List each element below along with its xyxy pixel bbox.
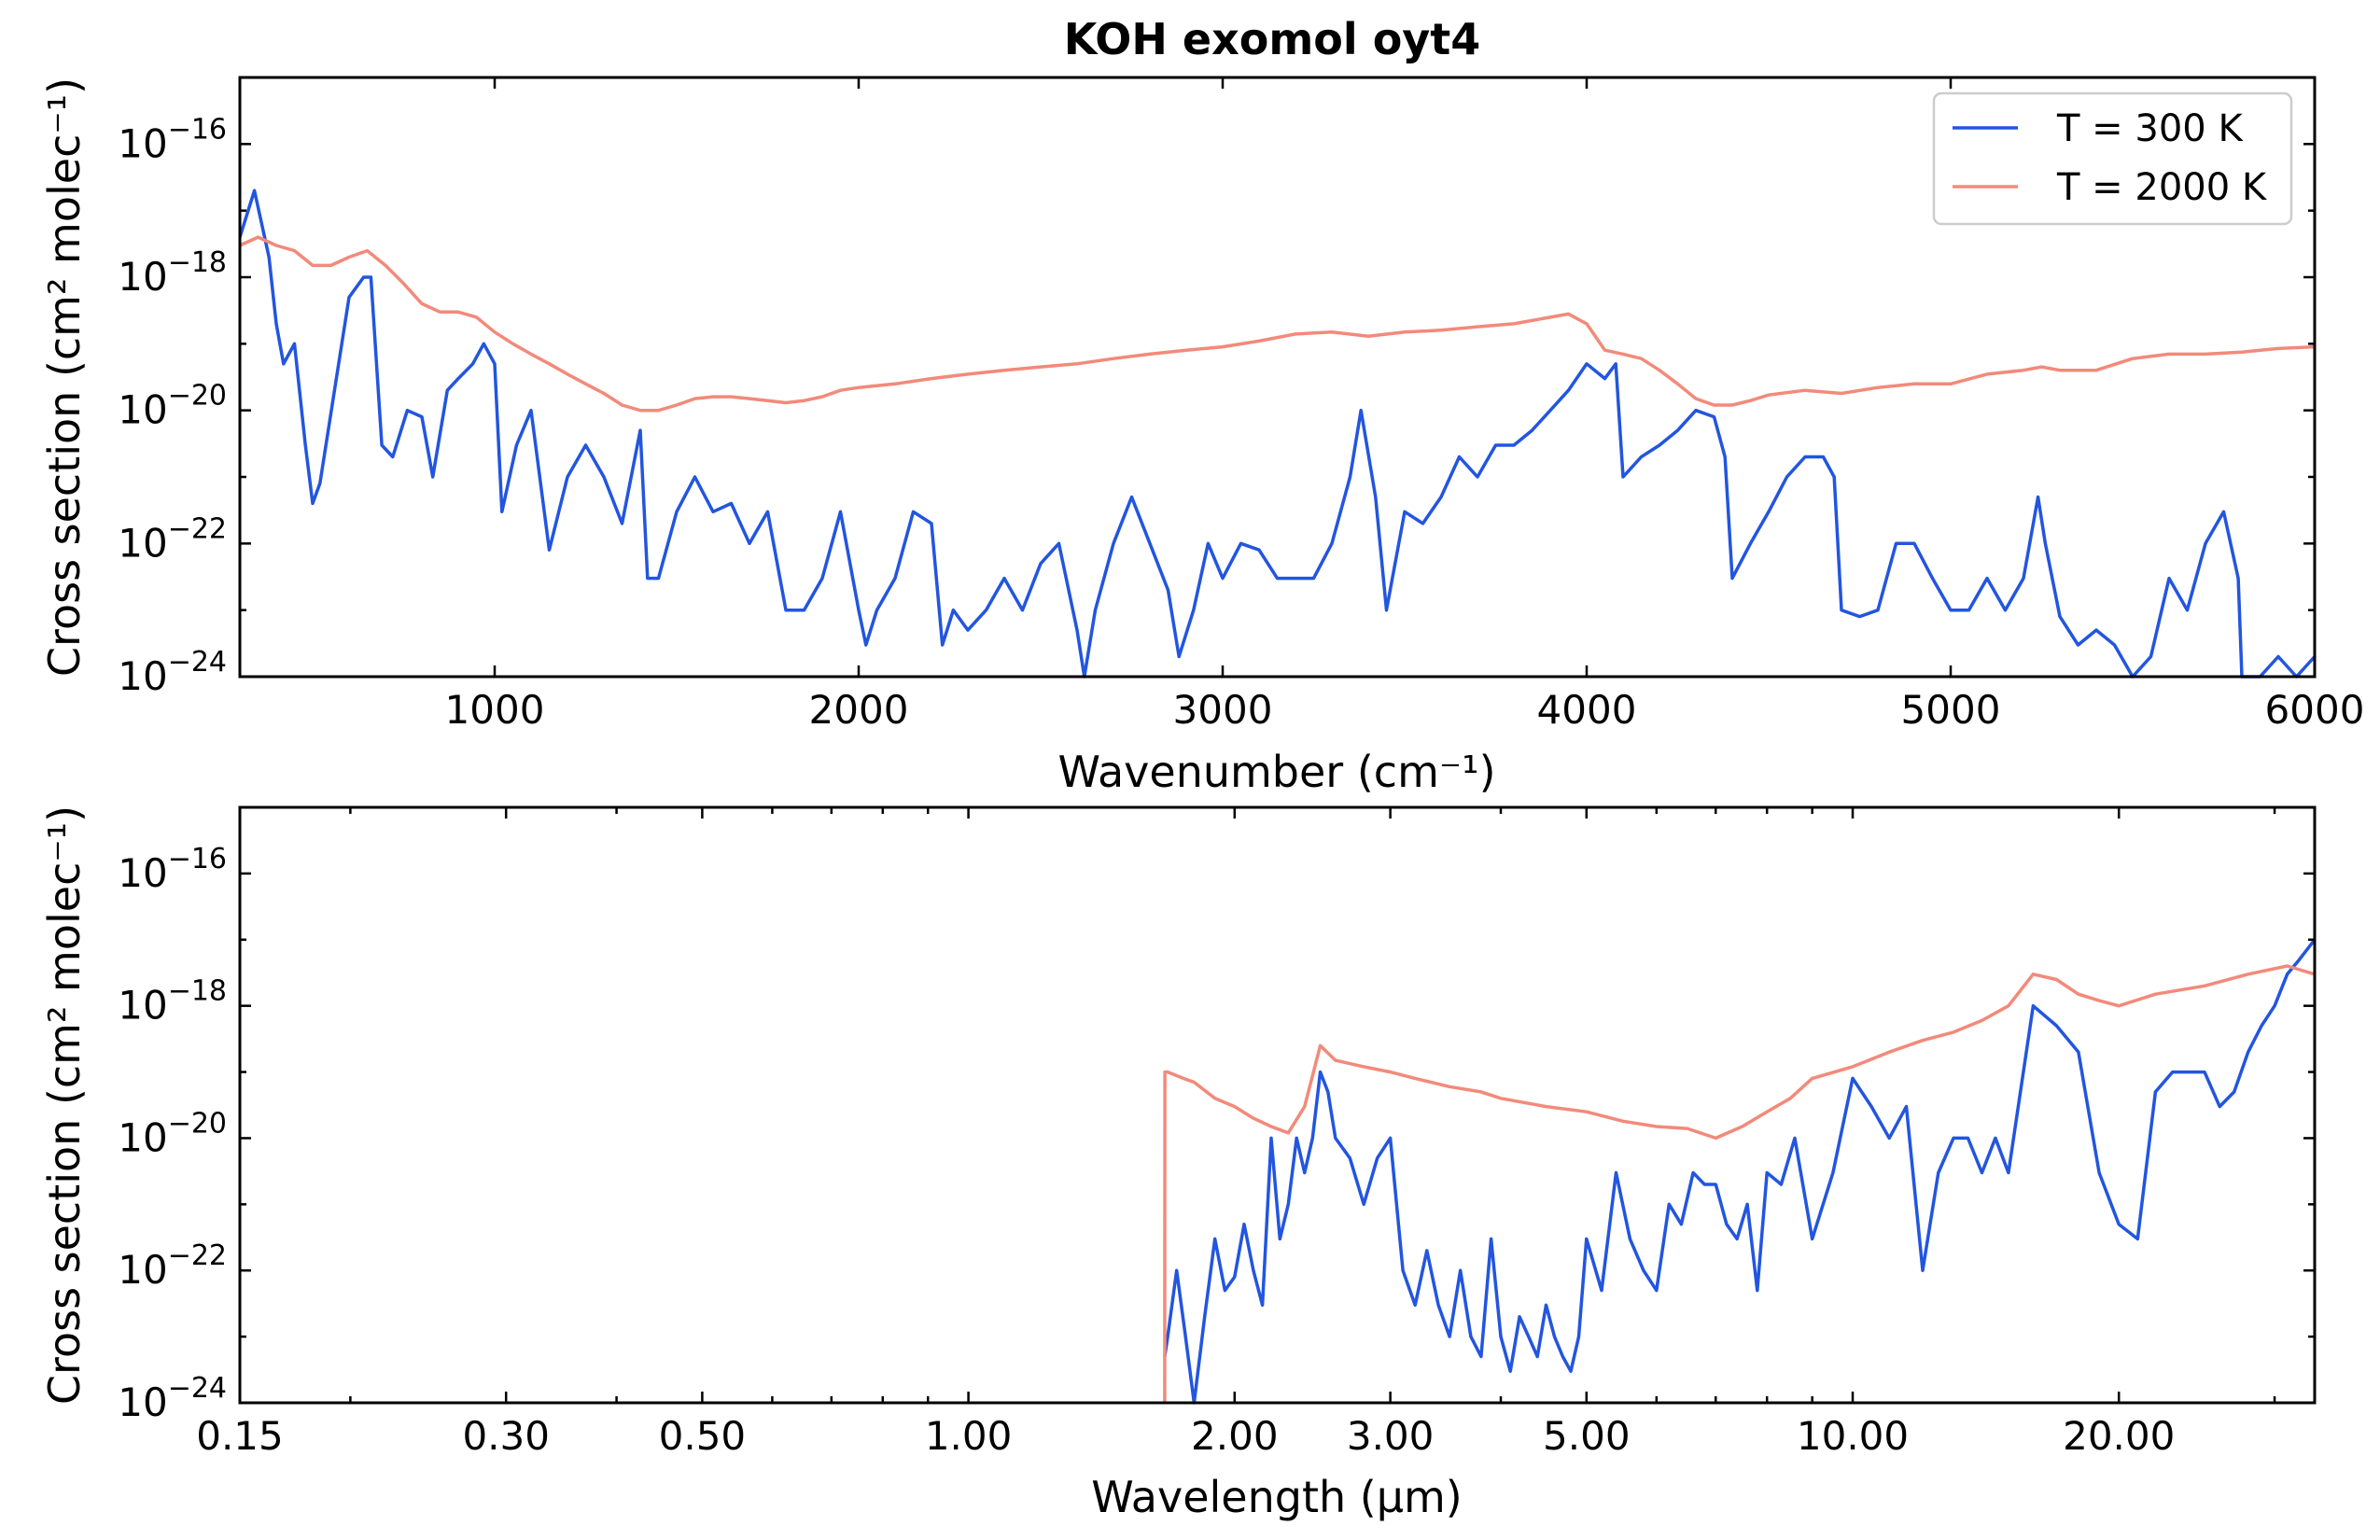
bottom-x-tick-label: 3.00 [1347, 1413, 1435, 1459]
top-x-tick-label: 1000 [445, 687, 545, 733]
bottom-y-tick-label: 10−24 [118, 1372, 227, 1425]
bottom-x-axis-label: Wavelength (μm) [1091, 1472, 1462, 1522]
bottom-x-tick-label: 10.00 [1797, 1413, 1909, 1459]
bottom-y-tick-label: 10−22 [118, 1239, 227, 1293]
bottom-y-tick-label: 10−16 [118, 843, 227, 896]
top-series-line-2000k [239, 235, 2316, 413]
top-plot-lines [238, 189, 2317, 679]
top-y-tick-label: 10−20 [118, 380, 227, 433]
top-y-axis-label: Cross section (cm² molec⁻¹) [39, 77, 90, 677]
top-panel: 10−16 10−18 10−20 10−22 10−24 1000 2000 3000 400… [39, 76, 2364, 797]
bottom-series-line-300k [1163, 938, 2317, 1405]
bottom-y-axis-label: Cross section (cm² molec⁻¹) [39, 805, 90, 1405]
legend-label-2000k: T = 2000 K [2056, 166, 2268, 209]
top-ticks: 10−16 10−18 10−20 10−22 10−24 1000 2000 3000 400… [118, 77, 2364, 733]
bottom-x-tick-label: 2.00 [1191, 1413, 1279, 1459]
bottom-x-tick-label: 0.15 [196, 1413, 284, 1459]
bottom-x-tick-label: 0.50 [659, 1413, 747, 1459]
top-x-tick-label: 2000 [809, 687, 909, 733]
bottom-x-tick-label: 20.00 [2063, 1413, 2175, 1459]
bottom-x-tick-label: 5.00 [1543, 1413, 1631, 1459]
legend-box [1932, 91, 2293, 226]
bottom-x-tick-label: 1.00 [925, 1413, 1013, 1459]
top-x-tick-label: 6000 [2265, 687, 2365, 733]
bottom-ticks: 10−16 10−18 10−20 10−22 10−240.15 0.30 0.50 1.0… [118, 807, 2315, 1459]
top-y-tick-label: 10−22 [118, 512, 227, 566]
bottom-series-line-2000k [1163, 964, 2316, 1404]
top-x-tick-label: 3000 [1173, 687, 1273, 733]
top-y-tick-label: 10−24 [118, 646, 227, 699]
top-y-tick-label: 10−16 [118, 113, 227, 166]
bottom-y-tick-label: 10−20 [118, 1107, 227, 1160]
bottom-plot-lines [1163, 938, 2317, 1405]
bottom-x-tick-label: 0.30 [462, 1413, 550, 1459]
legend-label-300k: T = 300 K [2056, 107, 2244, 150]
chart-title: KOH exomol oyt4 [1064, 14, 1481, 64]
top-y-tick-label: 10−18 [118, 246, 227, 300]
bottom-panel: 10−16 10−18 10−20 10−22 10−240.15 0.30 0.50 1.0… [39, 805, 2317, 1522]
top-x-tick-label: 5000 [1901, 687, 2001, 733]
legend: T = 300 K T = 2000 K [1932, 91, 2293, 226]
top-series-line-300k [238, 189, 2317, 679]
bottom-plot-frame [238, 805, 2317, 1405]
top-x-tick-label: 4000 [1537, 687, 1637, 733]
top-x-axis-label: Wavenumber (cm⁻¹) [1057, 747, 1495, 797]
top-plot-frame [238, 76, 2317, 679]
bottom-y-tick-label: 10−18 [118, 975, 227, 1029]
